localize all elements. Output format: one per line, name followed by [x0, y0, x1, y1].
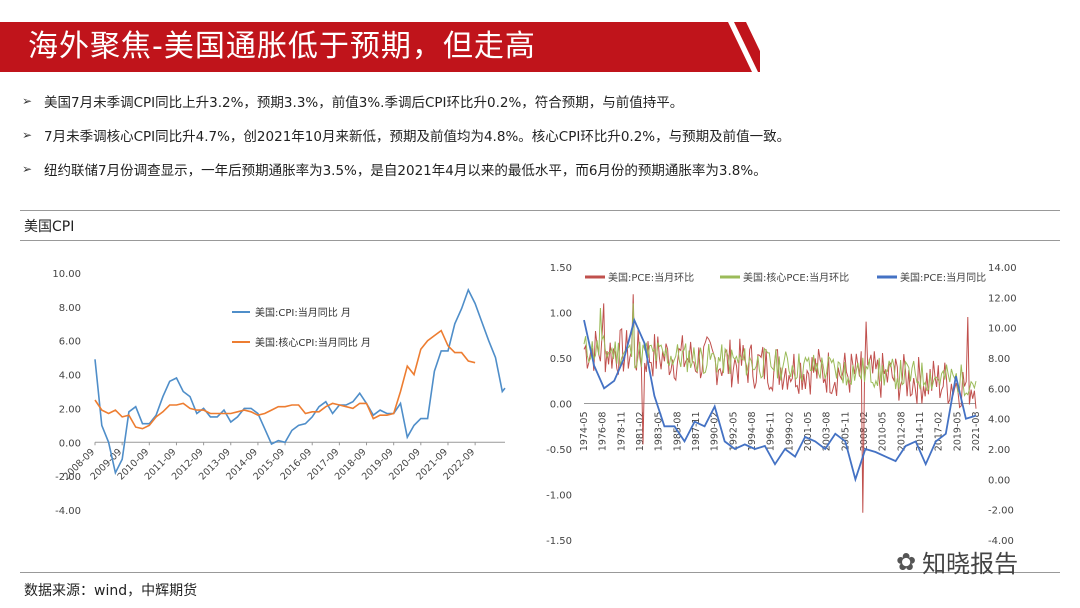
series-line	[94, 287, 506, 476]
x-tick-label: 1976-08	[598, 412, 609, 452]
y-tick-label: 2.00	[59, 404, 81, 415]
y-tick-label: 4.00	[59, 371, 81, 382]
y-tick-label: -0.50	[546, 445, 572, 456]
legend-label: 美国:核心CPI:当月同比 月	[255, 336, 371, 349]
section-divider-mid	[20, 240, 1060, 241]
y-tick-label: -1.50	[546, 536, 572, 547]
y2-tick-label: -4.00	[988, 536, 1014, 547]
arrow-bullet-icon: ➢	[22, 128, 33, 142]
x-tick-label: 2021-08	[971, 412, 982, 452]
x-tick-label: 2003-08	[822, 412, 833, 452]
section-divider-bottom	[20, 572, 1060, 573]
y-tick-label: 10.00	[52, 269, 81, 280]
y-tick-label: 1.50	[550, 263, 572, 274]
y-tick-label: 0.50	[550, 354, 572, 365]
series-line	[94, 329, 476, 430]
series-line	[583, 294, 977, 513]
x-tick-label: 1990-02	[710, 412, 721, 452]
bullet-text: 7月未季调核心CPI同比升4.7%，创2021年10月来新低，预期及前值均为4.…	[44, 129, 791, 145]
y-tick-label: 1.00	[550, 309, 572, 320]
legend-label: 美国:核心PCE:当月环比	[743, 271, 849, 284]
cpi-chart: 10.008.006.004.002.000.00-2.00-4.002008-…	[52, 269, 506, 517]
y-tick-label: -1.00	[546, 491, 572, 502]
x-tick-label: 1974-05	[579, 412, 590, 452]
x-tick-label: 2010-05	[878, 412, 889, 452]
wechat-icon: ✿	[896, 547, 917, 576]
data-source: 数据来源：wind，中辉期货	[24, 583, 198, 599]
x-tick-label: 2001-05	[803, 412, 814, 452]
x-tick-label: 1987-11	[691, 412, 702, 452]
x-tick-label: 1996-11	[766, 412, 777, 452]
x-tick-label: 2012-08	[896, 412, 907, 452]
x-tick-label: 1978-11	[616, 412, 627, 452]
x-tick-label: 2005-11	[840, 412, 851, 452]
y-tick-label: 8.00	[59, 303, 81, 314]
page-title: 海外聚焦-美国通胀低于预期，但走高	[28, 29, 536, 64]
bullet-item: ➢ 7月未季调核心CPI同比升4.7%，创2021年10月来新低，预期及前值均为…	[22, 118, 1062, 152]
x-tick-label: 1981-02	[635, 412, 646, 452]
y-tick-label: 0.00	[59, 438, 81, 449]
y2-tick-label: -2.00	[988, 506, 1014, 517]
y2-tick-label: 8.00	[988, 354, 1010, 365]
y2-tick-label: 0.00	[988, 475, 1010, 486]
x-tick-label: 2019-05	[952, 412, 963, 452]
legend-label: 美国:PCE:当月同比	[900, 271, 986, 284]
x-tick-label: 1983-05	[654, 412, 665, 452]
pce-chart: 1.50 1.00 0.50 0.00 -0.50 -1.00 -1.50 14.00 12.0…	[546, 263, 1017, 547]
y2-tick-label: 6.00	[988, 384, 1010, 395]
y-tick-label: -4.00	[55, 506, 81, 517]
arrow-bullet-icon: ➢	[22, 162, 33, 176]
arrow-bullet-icon: ➢	[22, 94, 33, 108]
watermark: ✿ 知晓报告	[896, 544, 1018, 579]
y2-tick-label: 14.00	[988, 263, 1017, 274]
bullet-list: ➢ 美国7月未季调CPI同比上升3.2%，预期3.3%，前值3%.季调后CPI环…	[22, 84, 1062, 186]
section-title: 美国CPI	[24, 219, 75, 235]
x-tick-label: 2014-11	[915, 412, 926, 452]
y-tick-label: 6.00	[59, 337, 81, 348]
series-line	[583, 303, 977, 397]
bullet-text: 纽约联储7月份调查显示，一年后预期通胀率为3.5%，是自2021年4月以来的最低…	[44, 163, 767, 179]
x-tick-label: 1992-05	[728, 412, 739, 452]
x-tick-label: 1994-08	[747, 412, 758, 452]
bullet-text: 美国7月未季调CPI同比上升3.2%，预期3.3%，前值3%.季调后CPI环比升…	[44, 95, 684, 111]
title-banner	[0, 22, 760, 72]
y2-tick-label: 2.00	[988, 445, 1010, 456]
section-divider-top	[20, 210, 1060, 211]
legend-label: 美国:CPI:当月同比 月	[255, 306, 351, 319]
watermark-text: 知晓报告	[922, 550, 1019, 578]
x-tick-label: 1999-02	[784, 412, 795, 452]
series-line	[583, 317, 977, 483]
y-tick-label: -2.00	[55, 472, 81, 483]
x-tick-label: 2017-02	[934, 412, 945, 452]
bullet-item: ➢ 纽约联储7月份调查显示，一年后预期通胀率为3.5%，是自2021年4月以来的…	[22, 152, 1062, 186]
legend-label: 美国:PCE:当月环比	[608, 271, 694, 284]
bullet-item: ➢ 美国7月未季调CPI同比上升3.2%，预期3.3%，前值3%.季调后CPI环…	[22, 84, 1062, 118]
y-tick-label: 0.00	[550, 400, 572, 411]
y2-tick-label: 4.00	[988, 415, 1010, 426]
y2-tick-label: 12.00	[988, 293, 1017, 304]
x-tick-label: 2008-02	[859, 412, 870, 452]
y2-tick-label: 10.00	[988, 324, 1017, 335]
